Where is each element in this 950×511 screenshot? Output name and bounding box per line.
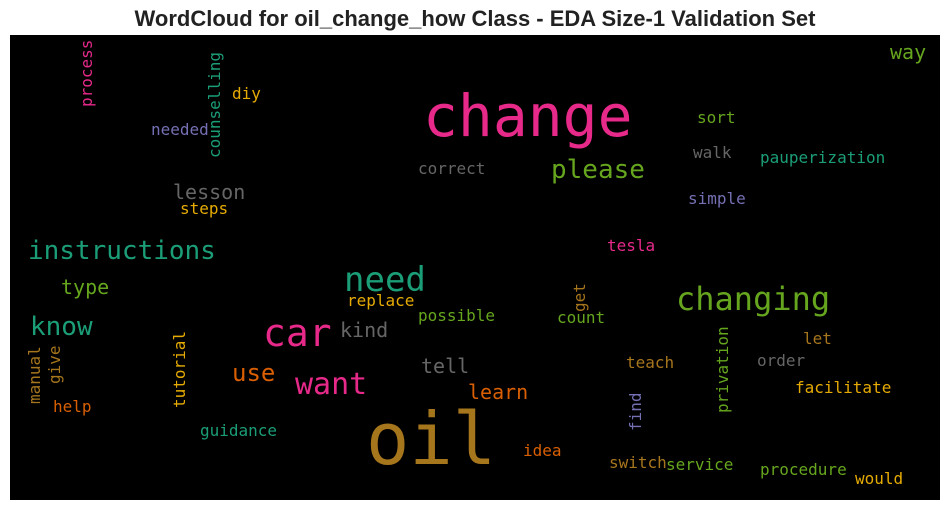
word-simple: simple	[688, 189, 746, 208]
word-car: car	[263, 311, 332, 355]
word-teach: teach	[626, 353, 675, 372]
word-service: service	[666, 455, 734, 474]
word-change: change	[423, 82, 633, 150]
word-give: give	[45, 344, 64, 384]
word-privation: privation	[713, 325, 732, 413]
word-changing: changing	[676, 280, 831, 318]
word-procedure: procedure	[760, 460, 847, 479]
word-use: use	[232, 359, 276, 387]
word-process: process	[77, 39, 96, 108]
word-walk: walk	[693, 143, 732, 162]
word-way: way	[890, 40, 927, 64]
word-sort: sort	[697, 108, 736, 127]
word-pauperization: pauperization	[760, 148, 886, 167]
word-get: get	[570, 282, 589, 312]
word-correct: correct	[418, 159, 486, 178]
word-know: know	[30, 312, 93, 342]
word-type: type	[61, 275, 110, 299]
word-need: need	[344, 260, 426, 300]
word-let: let	[803, 329, 832, 348]
word-possible: possible	[418, 306, 496, 325]
word-instructions: instructions	[28, 236, 216, 266]
word-guidance: guidance	[200, 421, 278, 440]
word-diy: diy	[232, 84, 261, 103]
word-count: count	[557, 308, 606, 327]
word-find: find	[626, 391, 645, 431]
word-counselling: counselling	[205, 51, 224, 158]
wordcloud-canvas: change oil car changing need want instructions…	[10, 35, 940, 500]
word-order: order	[757, 351, 806, 370]
word-tesla: tesla	[607, 236, 656, 255]
word-want: want	[295, 367, 368, 402]
chart-title: WordCloud for oil_change_how Class - EDA…	[134, 6, 816, 31]
word-oil: oil	[366, 397, 497, 481]
word-lesson: lesson	[173, 180, 246, 204]
word-would: would	[855, 469, 904, 488]
word-please: please	[551, 155, 645, 185]
word-facilitate: facilitate	[795, 378, 892, 397]
word-needed: needed	[151, 120, 209, 139]
word-tutorial: tutorial	[170, 330, 189, 409]
word-replace: replace	[347, 291, 415, 310]
word-tell: tell	[421, 354, 470, 378]
word-steps: steps	[180, 199, 229, 218]
word-manual: manual	[25, 345, 44, 404]
word-switch: switch	[609, 453, 667, 472]
word-help: help	[53, 397, 92, 416]
word-kind: kind	[340, 318, 389, 342]
word-idea: idea	[523, 441, 562, 460]
word-learn: learn	[468, 380, 529, 404]
